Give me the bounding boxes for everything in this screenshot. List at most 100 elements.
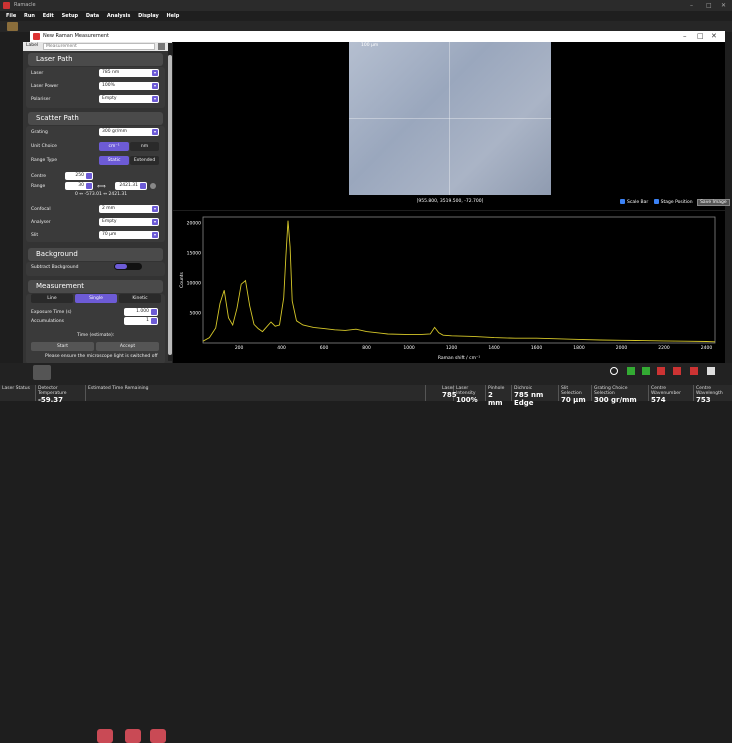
close-icon[interactable]: ✕ xyxy=(721,2,727,9)
subtract-background-toggle[interactable] xyxy=(114,263,142,270)
unit-nm-button[interactable]: nm xyxy=(130,142,159,151)
x-tick-label: 2000 xyxy=(616,345,628,351)
start-button[interactable]: Start xyxy=(31,342,94,351)
exposure-label: Exposure Time (s) xyxy=(31,310,72,315)
menu-data[interactable]: Data xyxy=(85,13,100,19)
y-tick-label: 5000 xyxy=(190,311,202,317)
menu-setup[interactable]: Setup xyxy=(61,13,79,19)
measurement-section xyxy=(26,294,165,364)
x-tick-label: 1800 xyxy=(573,345,585,351)
accumulations-value: 1 xyxy=(146,318,149,323)
status-value: 574 xyxy=(651,396,666,404)
scale-bar-checkbox[interactable] xyxy=(620,199,625,204)
record-icon[interactable] xyxy=(97,729,113,743)
status-laser-status: Laser Status xyxy=(0,385,36,401)
range-arrow-icon: ⟺ xyxy=(97,183,106,190)
minimize-icon[interactable]: – xyxy=(690,2,693,9)
zoom-icon[interactable] xyxy=(610,367,618,375)
status-centre-wavelength: Centre Wavelength 753 xyxy=(694,385,732,404)
laser-power-dropdown[interactable]: 100% ▾ xyxy=(99,82,159,90)
crosshair-vertical xyxy=(449,42,450,195)
microscope-image[interactable]: 100 µm xyxy=(349,42,551,195)
dialog-close-icon[interactable]: ✕ xyxy=(711,32,717,40)
grating-dropdown[interactable]: 300 gr/mm ▾ xyxy=(99,128,159,136)
menu-display[interactable]: Display xyxy=(138,13,159,19)
menu-bar: File Run Edit Setup Data Analysis Displa… xyxy=(0,11,732,21)
status-label: Grating Choice Selection xyxy=(594,386,628,396)
accept-button[interactable]: Accept xyxy=(96,342,159,351)
unit-cm-button[interactable]: cm⁻¹ xyxy=(99,142,129,151)
x-tick-label: 2400 xyxy=(701,345,713,351)
range-min-input[interactable]: 30 xyxy=(65,182,93,190)
measurement-header[interactable]: Measurement xyxy=(28,280,163,293)
scatter-path-header[interactable]: Scatter Path xyxy=(28,112,163,125)
stepper-icon[interactable] xyxy=(151,309,157,315)
mode-line-button[interactable]: Line xyxy=(31,294,73,303)
zoom-out-icon[interactable] xyxy=(642,367,650,375)
dialog-maximize-icon[interactable]: □ xyxy=(697,32,704,40)
zoom-in-icon[interactable] xyxy=(627,367,635,375)
dialog-title: New Raman Measurement xyxy=(43,33,109,39)
microscope-tool-icon[interactable] xyxy=(7,22,18,31)
dialog-minimize-icon[interactable]: – xyxy=(683,32,687,40)
time-estimate-label: Time (estimate): xyxy=(77,333,115,338)
menu-help[interactable]: Help xyxy=(166,13,180,19)
mode-kinetic-button[interactable]: Kinetic xyxy=(119,294,161,303)
image-controls: Scale Bar Stage Position Save Image xyxy=(620,199,730,206)
status-dichroic: Dichroic 785 nm Edge xyxy=(512,385,559,407)
save-image-button[interactable]: Save Image xyxy=(697,199,730,206)
status-value: 2 mm xyxy=(488,391,503,407)
label-input[interactable]: Measurement xyxy=(43,43,155,50)
measure-icon[interactable] xyxy=(150,729,166,743)
toggle-knob xyxy=(115,264,127,269)
spectrum-panel: 200 400 600 800 1000 1200 1400 1600 1800 2000 2200… xyxy=(173,211,725,363)
chart-export-icon[interactable] xyxy=(673,367,681,375)
range-static-button[interactable]: Static xyxy=(99,156,129,165)
acquire-icon[interactable] xyxy=(125,729,141,743)
centre-input[interactable]: 250 xyxy=(65,172,93,180)
chevron-down-icon: ▾ xyxy=(152,83,158,89)
stepper-icon[interactable] xyxy=(86,183,92,189)
laser-power-value: 100% xyxy=(102,83,115,88)
analyser-dropdown[interactable]: Empty ▾ xyxy=(99,218,159,226)
x-tick-label: 800 xyxy=(362,345,371,351)
stepper-icon[interactable] xyxy=(151,318,157,324)
confocal-dropdown[interactable]: 2 mm ▾ xyxy=(99,205,159,213)
range-reset-icon[interactable] xyxy=(150,183,156,189)
stage-position-checkbox[interactable] xyxy=(653,199,659,204)
centre-value: 250 xyxy=(75,173,84,178)
maximize-icon[interactable]: □ xyxy=(706,2,712,9)
pdf-export-icon[interactable] xyxy=(657,367,665,375)
home-icon[interactable] xyxy=(33,365,51,380)
status-slit: Slit Selection 70 µm xyxy=(559,385,592,404)
accumulations-input[interactable]: 1 xyxy=(124,317,158,325)
menu-run[interactable]: Run xyxy=(23,13,35,19)
stepper-icon[interactable] xyxy=(140,183,146,189)
background-header[interactable]: Background xyxy=(28,248,163,261)
accumulations-label: Accumulations xyxy=(31,319,65,324)
settings-scrollbar[interactable] xyxy=(168,43,172,361)
range-max-input[interactable]: 2421.31 xyxy=(115,182,147,190)
image-export-icon[interactable] xyxy=(690,367,698,375)
stage-position-label: Stage Position xyxy=(660,200,693,205)
laser-dropdown[interactable]: 785 nm ▾ xyxy=(99,69,159,77)
stepper-icon[interactable] xyxy=(86,173,92,179)
chevron-down-icon: ▾ xyxy=(152,206,158,212)
label-options-icon[interactable] xyxy=(158,43,165,50)
mode-single-button[interactable]: Single xyxy=(75,294,117,303)
laser-path-header[interactable]: Laser Path xyxy=(28,53,163,66)
slit-dropdown[interactable]: 70 µm ▾ xyxy=(99,231,159,239)
exposure-input[interactable]: 1.000 xyxy=(124,308,158,316)
status-grating: Grating Choice Selection 300 gr/mm xyxy=(592,385,649,404)
unit-choice-label: Unit Choice xyxy=(31,144,57,149)
menu-analysis[interactable]: Analysis xyxy=(106,13,131,19)
menu-file[interactable]: File xyxy=(6,13,17,19)
range-extended-button[interactable]: Extended xyxy=(130,156,159,165)
spectrum-chart[interactable]: 200 400 600 800 1000 1200 1400 1600 1800 2000 2200… xyxy=(173,211,725,363)
polariser-dropdown[interactable]: Empty ▾ xyxy=(99,95,159,103)
scrollbar-thumb[interactable] xyxy=(168,55,172,355)
menu-edit[interactable]: Edit xyxy=(42,13,54,19)
status-centre-wavenumber: Centre Wavenumber 574 xyxy=(649,385,694,404)
document-icon[interactable] xyxy=(707,367,715,375)
action-bar xyxy=(0,363,732,743)
